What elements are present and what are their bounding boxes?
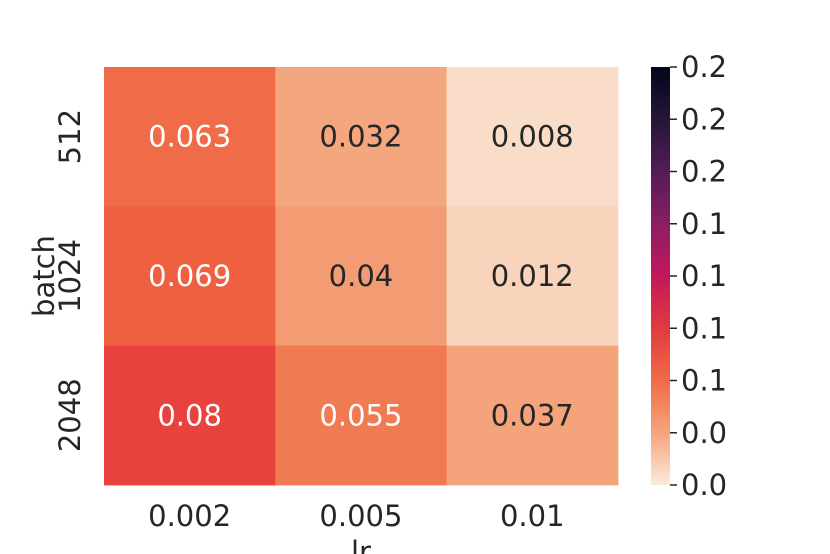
x-tick-label: 0.005 (319, 499, 402, 533)
colorbar-tick-label: 0.1 (681, 259, 727, 293)
cell-value-label: 0.055 (319, 398, 402, 432)
cell-value-label: 0.037 (491, 398, 574, 432)
heatmap-cell (275, 345, 448, 486)
heatmap-cell (446, 206, 619, 347)
heatmap-cell (104, 67, 276, 207)
colorbar-tick-label: 0.0 (681, 416, 727, 450)
colorbar-tick-label: 0.2 (681, 50, 727, 84)
cell-value-label: 0.012 (491, 259, 574, 293)
cell-value-label: 0.04 (329, 259, 394, 293)
cell-value-label: 0.063 (148, 120, 231, 154)
heatmap-cells: 0.063 0.032 0.008 0.069 0.04 0.012 0.08 0.055 0.… (104, 67, 619, 486)
x-tick-label: 0.002 (148, 499, 231, 533)
y-tick-labels: 512 1024 2048 (53, 109, 87, 452)
cell-value-label: 0.08 (157, 398, 222, 432)
x-axis-label: lr (351, 535, 371, 554)
cell-value-label: 0.008 (491, 120, 574, 154)
colorbar-tick-label: 0.0 (681, 468, 727, 502)
colorbar-tick-label: 0.1 (681, 311, 727, 345)
cell-value-label: 0.069 (148, 259, 231, 293)
heatmap-cell (275, 206, 448, 347)
y-tick-label: 2048 (53, 378, 87, 452)
cell-value-label: 0.032 (319, 120, 402, 154)
colorbar-gradient (651, 67, 670, 485)
heatmap-cell (446, 345, 619, 486)
x-tick-label: 0.01 (500, 499, 565, 533)
y-axis-label: batch (27, 235, 61, 317)
colorbar-tick-label: 0.1 (681, 364, 727, 398)
y-tick-label: 512 (53, 109, 87, 164)
x-tick-labels: 0.002 0.005 0.01 (148, 499, 564, 533)
colorbar: 0.2 0.2 0.2 0.1 0.1 0.1 0.1 0.0 0.0 (651, 50, 727, 502)
heatmap-cell (104, 206, 276, 347)
heatmap-cell (446, 67, 619, 207)
heatmap-cell (275, 67, 448, 207)
colorbar-tick-label: 0.2 (681, 102, 727, 136)
colorbar-tick-label: 0.2 (681, 155, 727, 189)
y-tick-label: 1024 (53, 239, 87, 313)
heatmap-cell (104, 345, 276, 486)
colorbar-tick-label: 0.1 (681, 207, 727, 241)
